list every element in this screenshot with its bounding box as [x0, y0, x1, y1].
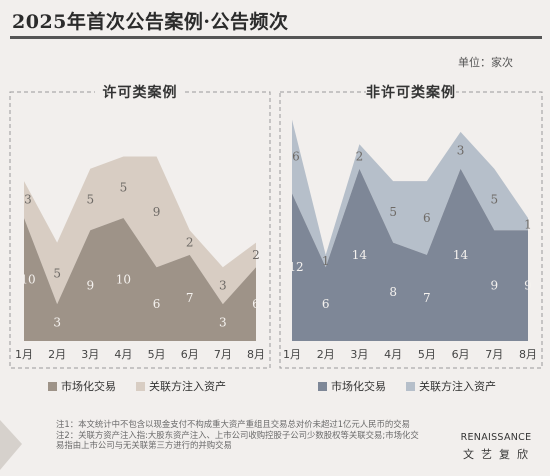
- left-area-series-2: [24, 156, 256, 305]
- title-divider: [10, 36, 542, 39]
- left-x-tick-label: 2月: [48, 348, 66, 361]
- right-data-label-series-1: 7: [423, 291, 431, 305]
- right-chart-panel: 非许可类案例 12 6 6 1 14 2 8 5 7 6 14 3 9 5 9 1 1月 2月 3月 4月 5月 6月 7月 8…: [279, 82, 543, 393]
- right-data-label-series-1: 14: [453, 248, 469, 262]
- left-data-label-series-2: 9: [153, 205, 161, 219]
- right-data-label-series-1: 6: [322, 297, 330, 311]
- left-area-series-1: [24, 218, 256, 341]
- left-data-label-series-2: 5: [53, 266, 61, 280]
- left-x-tick-label: 5月: [148, 348, 166, 361]
- unit-label: 单位：家次: [458, 56, 513, 69]
- right-data-label-series-2: 5: [490, 193, 498, 207]
- left-data-label-series-2: 2: [252, 248, 260, 262]
- right-legend-swatch: [318, 382, 327, 391]
- left-data-label-series-1: 6: [252, 297, 260, 311]
- right-data-label-series-2: 6: [423, 211, 431, 225]
- left-chart-title: 许可类案例: [103, 84, 178, 101]
- right-data-label-series-2: 5: [389, 205, 397, 219]
- left-data-label-series-1: 3: [53, 316, 61, 330]
- left-data-label-series-1: 10: [116, 273, 131, 287]
- right-legend-swatch: [406, 382, 415, 391]
- left-legend-label: 市场化交易: [61, 379, 116, 393]
- brand-logo: RENAISSANCE 文艺复欣: [452, 432, 540, 462]
- right-data-label-series-1: 9: [524, 279, 532, 293]
- right-x-tick-label: 3月: [350, 348, 368, 361]
- right-title-background: [366, 82, 456, 102]
- corner-decoration-left: [0, 420, 22, 470]
- left-legend-swatch: [48, 382, 57, 391]
- footnote-2: 注2：关联方资产注入指:大股东资产注入、上市公司收购控股子公司少数股权等关联交易…: [56, 430, 419, 451]
- left-data-label-series-1: 6: [153, 297, 161, 311]
- left-x-tick-label: 3月: [81, 348, 99, 361]
- right-data-label-series-2: 1: [524, 217, 532, 231]
- left-x-tick-label: 4月: [114, 348, 132, 361]
- right-legend-label: 关联方注入资产: [419, 379, 496, 393]
- left-data-label-series-2: 5: [120, 180, 128, 194]
- right-x-tick-label: 4月: [384, 348, 402, 361]
- right-chart-frame: [279, 91, 543, 369]
- right-area-series-1: [292, 168, 528, 341]
- left-legend-swatch: [136, 382, 145, 391]
- left-title-background: [95, 82, 185, 102]
- right-chart-title: 非许可类案例: [366, 84, 456, 101]
- right-x-tick-label: 5月: [418, 348, 436, 361]
- left-chart-panel: 许可类案例 10 3 3 5 9 5 10 5 6 9 7 2 3 3 6 2 1月 2月 3月 4月 5月 6月 7月 8月市…: [9, 82, 271, 393]
- right-data-label-series-2: 2: [356, 150, 364, 164]
- page-title: 2025年首次公告案例·公告频次: [12, 11, 289, 33]
- left-data-label-series-1: 3: [219, 316, 227, 330]
- right-data-label-series-1: 14: [352, 248, 368, 262]
- left-data-label-series-1: 7: [186, 291, 194, 305]
- brand-name-cn: 文艺复欣: [463, 448, 535, 461]
- left-data-label-series-1: 9: [86, 279, 94, 293]
- right-x-tick-label: 2月: [317, 348, 335, 361]
- left-data-label-series-1: 10: [20, 273, 35, 287]
- right-area-series-2: [292, 119, 528, 268]
- right-x-tick-label: 6月: [452, 348, 470, 361]
- footnotes: 注1：本文统计中不包含以现金支付不构成重大资产重组且交易总对价未超过1亿元人民币…: [56, 419, 426, 452]
- right-data-label-series-1: 8: [389, 285, 397, 299]
- left-x-tick-label: 1月: [15, 348, 33, 361]
- left-data-label-series-2: 5: [86, 193, 94, 207]
- right-legend-label: 市场化交易: [331, 379, 386, 393]
- right-data-label-series-1: 12: [288, 260, 303, 274]
- right-x-tick-label: 1月: [283, 348, 301, 361]
- left-x-tick-label: 8月: [247, 348, 265, 361]
- left-legend-label: 关联方注入资产: [149, 379, 226, 393]
- left-x-tick-label: 7月: [214, 348, 232, 361]
- right-data-label-series-2: 3: [457, 143, 465, 157]
- left-data-label-series-2: 3: [24, 193, 32, 207]
- footnote-1: 注1：本文统计中不包含以现金支付不构成重大资产重组且交易总对价未超过1亿元人民币…: [56, 419, 411, 429]
- right-data-label-series-2: 1: [322, 254, 330, 268]
- right-data-label-series-2: 6: [292, 150, 300, 164]
- brand-name-en: RENAISSANCE: [460, 432, 532, 443]
- left-data-label-series-2: 2: [186, 236, 194, 250]
- right-data-label-series-1: 9: [490, 279, 498, 293]
- right-x-tick-label: 7月: [485, 348, 503, 361]
- left-x-tick-label: 6月: [181, 348, 199, 361]
- right-x-tick-label: 8月: [519, 348, 537, 361]
- left-data-label-series-2: 3: [219, 279, 227, 293]
